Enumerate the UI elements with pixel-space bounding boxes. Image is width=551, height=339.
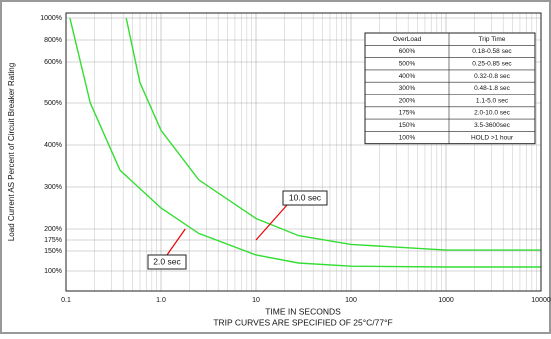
table-cell: 600% (399, 48, 416, 55)
table-cell: 0.25-0.85 sec (472, 60, 512, 67)
table-cell: 2.0-10.0 sec (474, 110, 511, 117)
y-tick-label: 500% (44, 100, 62, 107)
x-tick-label: 1000 (438, 297, 454, 304)
x-tick-label: 0.1 (61, 297, 71, 304)
y-tick-label: 175% (44, 237, 62, 244)
y-tick-label: 600% (44, 59, 62, 66)
y-tick-label: 150% (44, 248, 62, 255)
x-tick-label: 10 (252, 297, 260, 304)
x-tick-label: 1.0 (156, 297, 166, 304)
x-tick-label: 10000 (531, 297, 551, 304)
annotation-arrow (255, 204, 288, 241)
subtitle: TRIP CURVES ARE SPECIFIED OF 25°C/77°F (213, 317, 392, 327)
y-axis-label: Load Current AS Percent of Circuit Break… (7, 63, 16, 241)
table-cell: 0.18-0.58 sec (472, 48, 512, 55)
table-cell: 400% (399, 73, 416, 80)
annotation-arrow (166, 228, 186, 256)
table-header: OverLoad (393, 36, 422, 43)
annotation-box (147, 254, 187, 270)
y-tick-label: 300% (44, 184, 62, 191)
table-cell: 100% (399, 134, 416, 141)
table-cell: 500% (399, 60, 416, 67)
table-header: Trip Time (479, 36, 506, 43)
x-tick-label: 100 (345, 297, 357, 304)
annotation-box (282, 190, 328, 206)
table-cell: 200% (399, 97, 416, 104)
y-tick-label: 1000% (40, 15, 62, 22)
table-cell: 0.48-1.8 sec (474, 85, 511, 92)
trip-curve (69, 17, 541, 268)
y-tick-label: 200% (44, 226, 62, 233)
table-cell: 1.1-5.0 sec (476, 97, 509, 104)
table-cell: 175% (399, 110, 416, 117)
table-border (364, 32, 536, 145)
table-cell: 3.5-3600sec (474, 122, 511, 129)
trip-table: OverLoad Trip Time 600% 0.18-0.58 sec 500% 0.… (364, 32, 536, 145)
y-tick-label: 400% (44, 142, 62, 149)
y-tick-label: 100% (44, 268, 62, 275)
annotation-label: 2.0 sec (153, 256, 181, 266)
table-cell: 300% (399, 85, 416, 92)
plot-border (65, 12, 542, 292)
table-cell: 0.32-0.8 sec (474, 73, 511, 80)
trip-curve (125, 17, 541, 251)
annotation-label: 10.0 sec (289, 192, 322, 202)
table-cell: 150% (399, 122, 416, 129)
table-cell: HOLD >1 hour (471, 134, 514, 141)
x-axis-label: TIME IN SECONDS (265, 306, 341, 316)
y-tick-label: 800% (44, 37, 62, 44)
